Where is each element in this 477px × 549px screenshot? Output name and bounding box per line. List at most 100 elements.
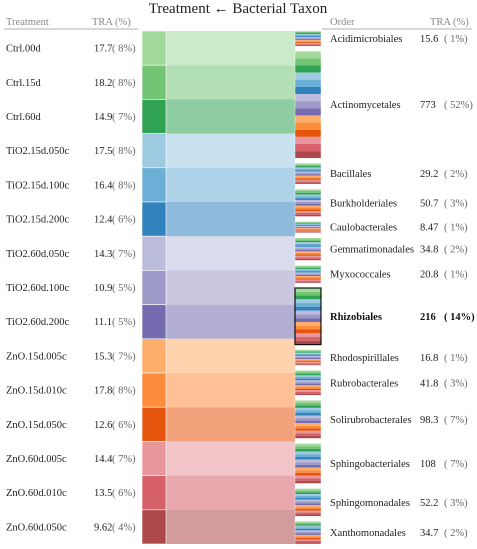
order-node-outline [294, 400, 322, 439]
order-node-segment [295, 237, 321, 240]
order-node-segment [295, 539, 321, 541]
treatment-node [141, 270, 167, 305]
order-node-outline [294, 521, 322, 545]
order-label: Solirubrobacterales [330, 415, 412, 426]
order-node-segment [295, 181, 321, 183]
treatment-label: ZnO.15d.050c [6, 420, 67, 431]
order-node-segment [295, 467, 321, 471]
order-node-segment [295, 170, 321, 172]
treatment-label: ZnO.60d.005c [6, 454, 67, 465]
treatment-pct: ( 6%) [112, 488, 136, 499]
order-node-outline [294, 188, 322, 217]
treatment-pct: ( 8%) [112, 386, 136, 397]
order-pct: ( 2%) [444, 169, 468, 180]
order-node-segment [295, 51, 321, 59]
order-node-segment [295, 462, 321, 465]
treatment-node [141, 475, 167, 511]
treatment-tra: 15.3 [94, 351, 112, 362]
order-node-segment [295, 531, 321, 534]
order-node-segment [295, 274, 321, 276]
order-tra: 8.47 [420, 223, 438, 234]
order-node-segment [295, 65, 321, 73]
order-node-segment [295, 291, 321, 296]
order-node-segment [295, 514, 321, 517]
order-node-outline [294, 349, 322, 366]
order-node-segment [295, 174, 321, 176]
treatment-pct: ( 8%) [112, 146, 136, 157]
order-node-segment [295, 212, 321, 215]
order-tra: 16.8 [420, 353, 438, 364]
order-label: Rubrobacterales [330, 378, 398, 389]
order-node-segment [295, 363, 321, 365]
order-label: Acidimicrobiales [330, 34, 402, 45]
order-node-segment [295, 189, 321, 191]
order-node-segment [295, 108, 321, 116]
order-node-segment [295, 245, 321, 247]
order-pct: ( 3%) [444, 378, 468, 389]
flow-band [166, 31, 295, 66]
order-pct: ( 1%) [444, 270, 468, 281]
order-node-segment [295, 451, 321, 455]
order-node-segment [295, 390, 321, 392]
order-node-segment [295, 279, 321, 281]
order-node-segment [295, 200, 321, 202]
order-node-segment [295, 378, 321, 381]
order-node-segment [295, 271, 321, 273]
order-node-segment [295, 314, 321, 319]
order-node-segment [295, 177, 321, 179]
treatment-node [141, 64, 167, 100]
order-node-segment [295, 35, 321, 37]
order-node-segment [295, 525, 321, 528]
order-node-segment [295, 258, 321, 261]
order-node-segment [295, 433, 321, 436]
order-node-segment [295, 175, 321, 178]
treatment-tra: 11.1 [94, 317, 112, 328]
order-node-segment [295, 178, 321, 180]
order-node-segment [295, 415, 321, 419]
treatment-node [141, 406, 167, 442]
order-pct: ( 1%) [444, 353, 468, 364]
order-node-segment [295, 267, 321, 269]
order-node-segment [295, 375, 321, 378]
order-node-segment [295, 521, 321, 523]
order-node-segment [295, 443, 321, 447]
order-node-segment [295, 280, 321, 282]
treatment-label: TiO2.15d.200c [6, 215, 70, 226]
flows-layer [166, 31, 295, 544]
order-node-segment [295, 495, 321, 498]
order-node-segment [295, 499, 321, 502]
order-node-segment [295, 281, 321, 284]
order-node-segment [295, 225, 321, 226]
flow-band [166, 441, 295, 476]
order-node-segment [295, 222, 321, 224]
order-node-segment [295, 268, 321, 271]
order-node-segment [295, 58, 321, 66]
flow-band [166, 304, 295, 339]
treatment-tra: 14.3 [94, 249, 112, 260]
order-node-segment [295, 255, 321, 258]
order-node-segment [295, 354, 321, 356]
order-node-segment [295, 34, 321, 36]
treatment-tra: 12.4 [94, 215, 113, 226]
order-node-segment [295, 488, 321, 491]
order-node-segment [295, 373, 321, 376]
order-node-segment [295, 490, 321, 493]
right-header-value: TRA (%) [430, 17, 469, 28]
order-node-segment [295, 372, 321, 374]
order-tra: 52.2 [420, 498, 438, 509]
order-tra: 34.8 [420, 245, 438, 256]
order-pct: ( 7%) [444, 459, 468, 470]
order-node-segment [295, 214, 321, 217]
order-node-segment [295, 270, 321, 272]
order-node-segment [295, 266, 321, 268]
order-node-segment [295, 507, 321, 509]
order-node-segment [295, 299, 321, 304]
order-node-segment [295, 353, 321, 355]
order-node-segment [295, 542, 321, 544]
order-node-segment [295, 510, 321, 513]
treatment-label: ZnO.60d.050c [6, 522, 67, 533]
treatment-label: TiO2.60d.050c [6, 249, 70, 260]
order-node-segment [295, 196, 321, 199]
order-node-segment [295, 428, 321, 431]
order-node-segment [295, 224, 321, 226]
